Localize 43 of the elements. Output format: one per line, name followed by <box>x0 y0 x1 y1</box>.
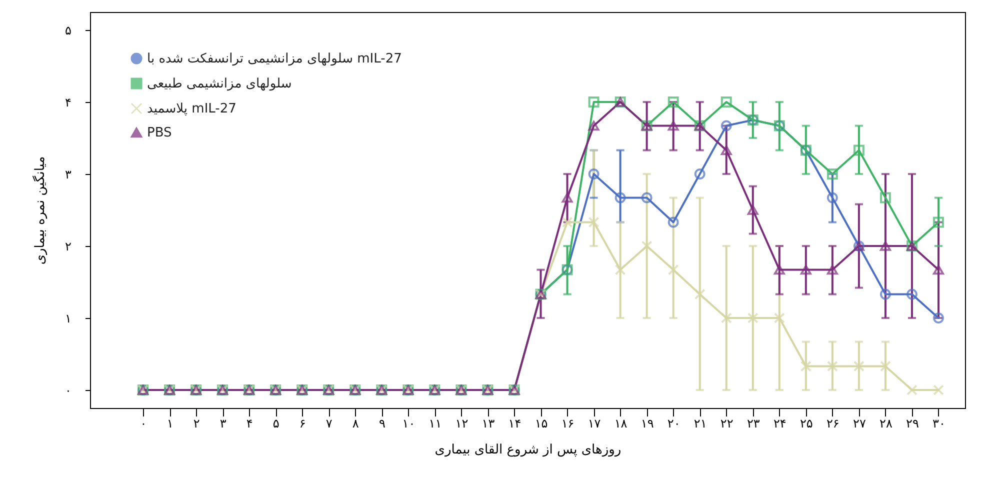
x-tick-label: ۱۸ <box>614 416 628 430</box>
x-tick-label: ۸ <box>352 416 360 430</box>
x-tick-label: ۴ <box>246 416 253 430</box>
x-tick-label: ۲۰ <box>667 416 680 430</box>
x-tick-label: ۱۷ <box>588 416 602 430</box>
x-tick-label: ۱۴ <box>508 416 522 430</box>
x-tick-label: ۲۸ <box>880 416 893 430</box>
x-tick-label: ۵ <box>272 416 280 430</box>
x-tick-label: ۲۹ <box>906 416 919 430</box>
y-axis-title: میانگین نمره بیماری <box>32 156 48 265</box>
x-tick-label: ۲ <box>193 416 200 430</box>
x-tick-label: ۳۰ <box>932 416 946 430</box>
x-tick-label: ۱۲ <box>455 416 468 430</box>
y-tick-label: ۲ <box>65 240 72 254</box>
x-tick-label: ۱۶ <box>561 416 574 430</box>
x-tick-label: ۲۵ <box>800 416 813 430</box>
x-tick-label: ۰ <box>140 416 147 430</box>
legend-label: PBS <box>147 126 172 140</box>
x-tick-label: ۷ <box>326 416 333 430</box>
x-tick-label: ۹ <box>378 416 386 430</box>
x-tick-label: ۱۵ <box>534 416 548 430</box>
y-tick-label: ۳ <box>65 168 72 182</box>
x-tick-label: ۲۳ <box>746 416 760 430</box>
x-tick-label: ۱۹ <box>640 416 654 430</box>
x-tick-label: ۲۱ <box>694 416 707 430</box>
x-tick-label: ۱۱ <box>428 416 442 430</box>
y-tick-label: ۰ <box>65 384 72 398</box>
x-tick-label: ۱۰ <box>402 416 416 430</box>
y-tick-label: ۴ <box>65 96 72 110</box>
x-tick-label: ۲۷ <box>852 416 866 430</box>
legend-label: پلاسمید mIL-27 <box>147 102 236 116</box>
x-tick-label: ۱ <box>166 416 174 430</box>
x-tick-label: ۶ <box>299 416 306 430</box>
x-tick-label: ۱۳ <box>482 416 496 430</box>
x-tick-label: ۲۶ <box>826 416 840 430</box>
legend-label: سلولهای مزانشیمی ترانسفکت شده با mIL-27 <box>147 52 402 66</box>
x-axis-title: روزهای پس از شروع القای بیماری <box>434 442 622 458</box>
legend-label: سلولهای مزانشیمی طبیعی <box>147 76 292 92</box>
x-tick-label: ۲۲ <box>720 416 734 430</box>
y-tick-label: ۵ <box>65 24 72 38</box>
x-tick-label: ۳ <box>220 416 227 430</box>
y-tick-label: ۱ <box>65 312 72 326</box>
x-tick-label: ۲۴ <box>773 416 786 430</box>
